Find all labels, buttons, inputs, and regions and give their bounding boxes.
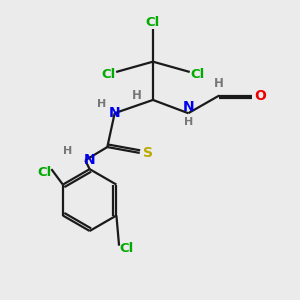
Text: Cl: Cl <box>119 242 134 255</box>
Text: Cl: Cl <box>37 166 51 178</box>
Text: H: H <box>184 117 193 127</box>
Text: S: S <box>143 146 153 160</box>
Text: N: N <box>109 106 121 120</box>
Text: N: N <box>182 100 194 114</box>
Text: Cl: Cl <box>102 68 116 81</box>
Text: Cl: Cl <box>146 16 160 29</box>
Text: N: N <box>84 153 95 167</box>
Text: H: H <box>132 89 142 102</box>
Text: H: H <box>97 99 106 110</box>
Text: O: O <box>254 88 266 103</box>
Text: H: H <box>63 146 72 157</box>
Text: Cl: Cl <box>190 68 204 81</box>
Text: H: H <box>214 77 224 90</box>
